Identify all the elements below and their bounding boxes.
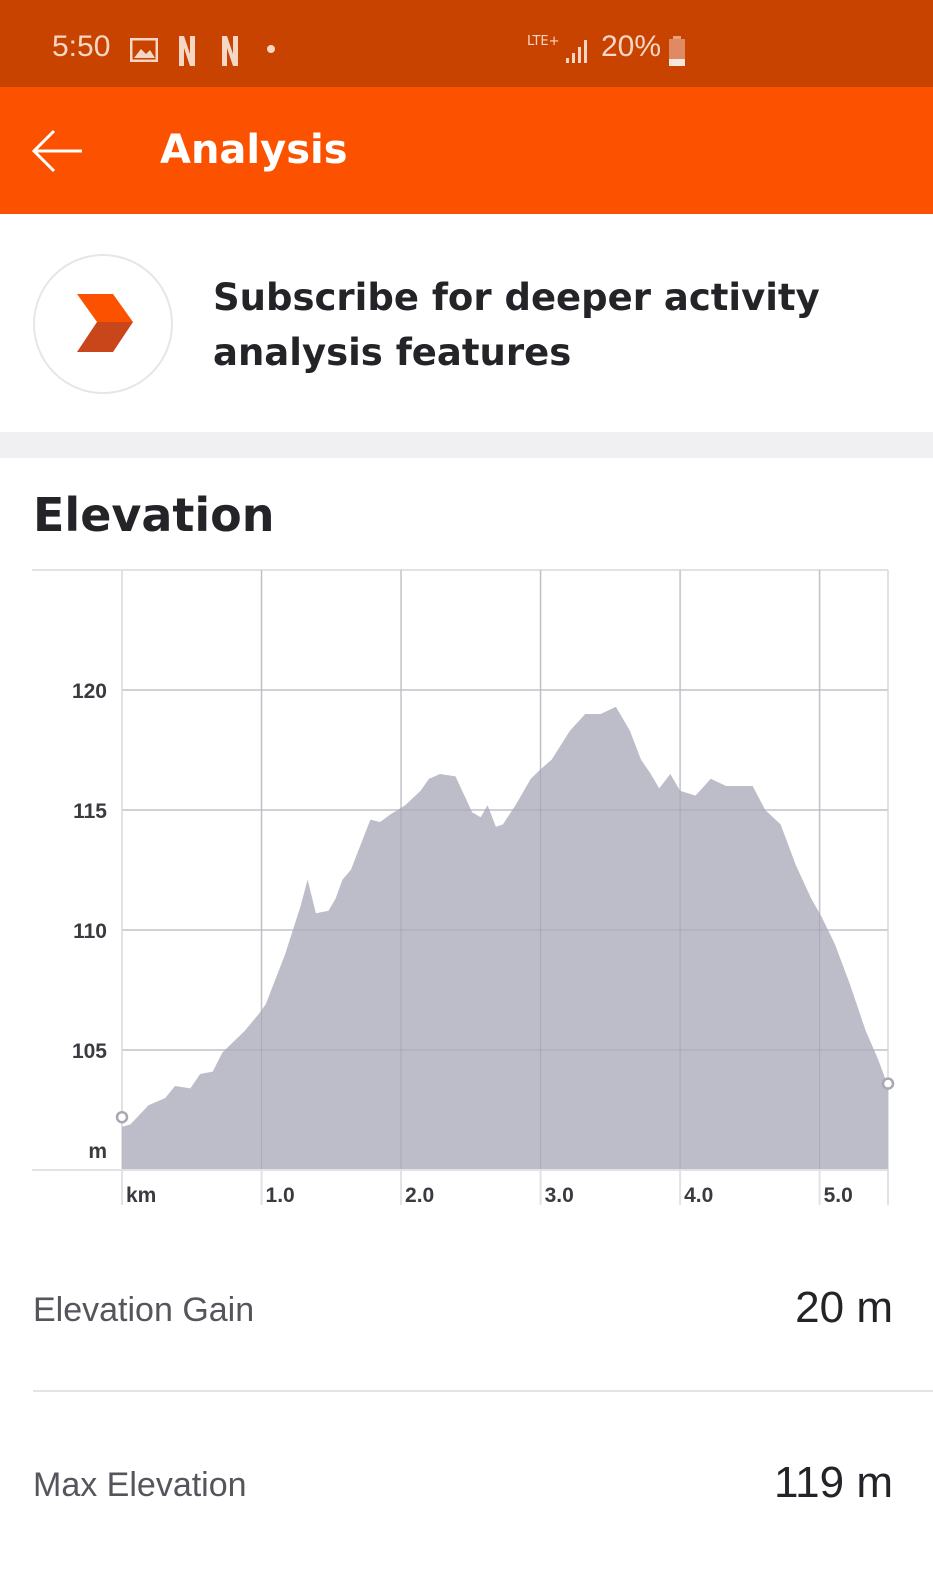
y-tick-label: 115 (73, 800, 107, 823)
stat-elevation-gain: Elevation Gain 20 m (33, 1283, 893, 1343)
netflix-icon (222, 36, 238, 66)
subscribe-text: Subscribe for deeper activity analysis f… (213, 276, 820, 374)
end-marker (881, 1077, 895, 1090)
arrow-left-icon[interactable] (30, 127, 86, 175)
page-title: Analysis (160, 127, 348, 173)
netflix-icon (179, 36, 195, 66)
divider (33, 1390, 933, 1392)
battery-percent: 20% (601, 30, 662, 63)
subscribe-banner[interactable]: Subscribe for deeper activity analysis f… (0, 214, 933, 432)
elevation-chart: m 105 110 115 120 km 1.0 2.0 3.0 4.0 5.0 (32, 569, 895, 1207)
y-tick-label: 110 (73, 920, 107, 943)
stat-value: 119 m (773, 1458, 893, 1507)
x-tick-label: 2.0 (405, 1184, 434, 1207)
x-tick-label: 1.0 (266, 1184, 295, 1207)
x-tick-label: 4.0 (684, 1184, 713, 1207)
y-tick-label: 105 (72, 1040, 107, 1063)
stat-label: Max Elevation (33, 1466, 247, 1504)
dot-icon (267, 45, 275, 53)
battery-icon (669, 36, 685, 66)
status-bar: 5:50 LTE+ 20% (0, 0, 933, 87)
stat-value: 20 m (795, 1283, 893, 1332)
y-tick-label: 120 (72, 680, 107, 703)
strava-summit-chevron-icon (33, 254, 173, 394)
section-divider (0, 432, 933, 458)
x-tick-label: km (126, 1184, 156, 1207)
stat-label: Elevation Gain (33, 1291, 255, 1329)
image-icon (130, 38, 158, 62)
stat-max-elevation: Max Elevation 119 m (33, 1458, 893, 1518)
x-tick-label: 3.0 (545, 1184, 574, 1207)
elevation-area (122, 706, 888, 1170)
status-time: 5:50 (52, 30, 111, 63)
start-marker (115, 1110, 129, 1124)
signal-icon (566, 40, 587, 63)
y-tick-label: m (88, 1140, 107, 1163)
app-header: Analysis (0, 87, 933, 214)
x-tick-label: 5.0 (824, 1184, 853, 1207)
elevation-title: Elevation (33, 488, 275, 542)
network-type: LTE+ (527, 34, 560, 49)
